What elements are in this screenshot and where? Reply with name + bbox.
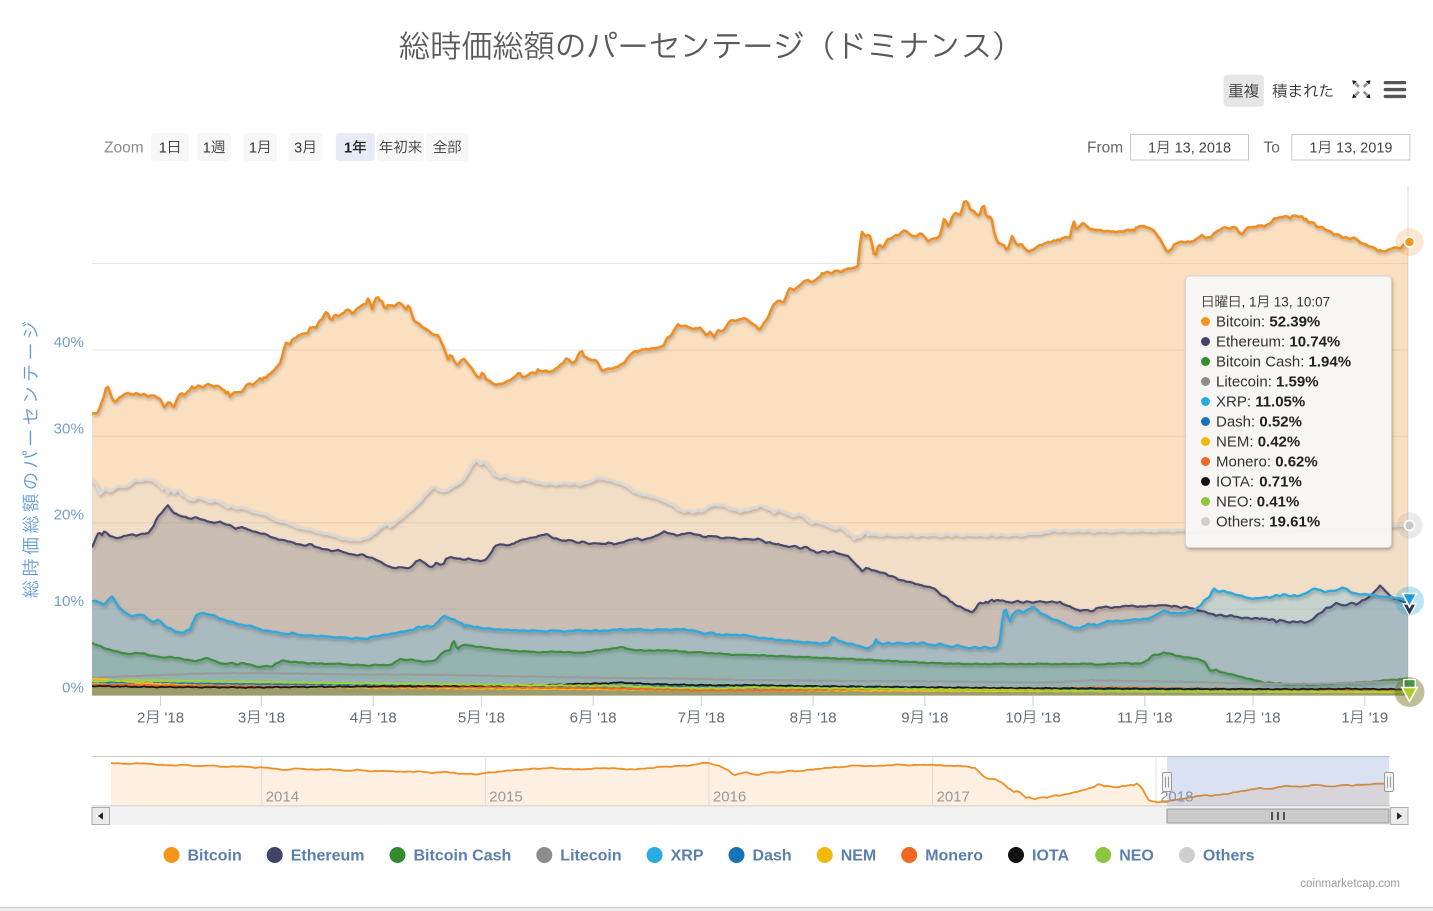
svg-text:11: 11 [1117, 710, 1133, 727]
svg-text:'18: '18 [597, 710, 617, 727]
svg-text:Dash: Dash [753, 848, 792, 865]
svg-text:Zoom: Zoom [104, 139, 144, 156]
svg-text:1: 1 [249, 140, 257, 156]
svg-text:1.94%: 1.94% [1309, 354, 1352, 371]
svg-text:XRP: XRP [671, 848, 704, 865]
svg-text:13, 10:07: 13, 10:07 [1274, 295, 1330, 310]
svg-text:2017: 2017 [937, 789, 970, 806]
svg-text:2014: 2014 [266, 789, 299, 806]
svg-text:40%: 40% [54, 334, 84, 351]
svg-text:0.52%: 0.52% [1259, 414, 1302, 431]
svg-text:30%: 30% [54, 420, 84, 437]
svg-text:1: 1 [203, 140, 211, 156]
svg-text:2015: 2015 [489, 789, 522, 806]
svg-text:IOTA: IOTA [1032, 848, 1069, 865]
svg-text:13, 2018: 13, 2018 [1175, 141, 1231, 157]
svg-text:0%: 0% [62, 680, 84, 697]
svg-text:0.62%: 0.62% [1275, 454, 1318, 471]
svg-text:9: 9 [901, 710, 909, 727]
svg-text:52.39%: 52.39% [1269, 314, 1320, 331]
svg-text:0.71%: 0.71% [1259, 474, 1302, 491]
svg-text:Dash:: Dash: [1216, 414, 1255, 431]
svg-text:10.74%: 10.74% [1289, 334, 1340, 351]
svg-text:3: 3 [238, 710, 246, 727]
svg-text:1: 1 [159, 140, 167, 156]
svg-text:'18: '18 [377, 710, 397, 727]
svg-text:Monero: Monero [925, 848, 983, 865]
svg-text:7: 7 [678, 710, 686, 727]
svg-text:Bitcoin: Bitcoin [188, 848, 242, 865]
svg-text:Ethereum:: Ethereum: [1216, 334, 1285, 351]
svg-text:0.42%: 0.42% [1258, 434, 1301, 451]
svg-text:'18: '18 [705, 710, 725, 727]
svg-text:4: 4 [350, 710, 358, 727]
svg-text:12: 12 [1225, 710, 1242, 727]
svg-text:'19: '19 [1369, 710, 1389, 727]
svg-text:'18: '18 [485, 710, 505, 727]
svg-text:2018: 2018 [1160, 789, 1193, 806]
svg-text:XRP:: XRP: [1216, 394, 1251, 411]
svg-text:'18: '18 [1041, 710, 1061, 727]
svg-text:Litecoin: Litecoin [560, 848, 621, 865]
svg-text:'18: '18 [817, 710, 837, 727]
svg-text:20%: 20% [54, 507, 84, 524]
svg-text:13, 2019: 13, 2019 [1336, 141, 1392, 157]
svg-text:'18: '18 [265, 710, 285, 727]
svg-text:5: 5 [458, 710, 466, 727]
svg-text:'18: '18 [1153, 710, 1173, 727]
svg-text:Ethereum: Ethereum [291, 848, 365, 865]
svg-text:11.05%: 11.05% [1255, 394, 1305, 411]
svg-text:1.59%: 1.59% [1276, 374, 1319, 391]
svg-text:10%: 10% [54, 593, 84, 610]
svg-text:3: 3 [294, 140, 302, 156]
svg-text:6: 6 [570, 710, 578, 727]
svg-text:Others:: Others: [1216, 514, 1265, 531]
svg-text:10: 10 [1005, 710, 1022, 727]
svg-text:Bitcoin Cash: Bitcoin Cash [414, 848, 512, 865]
svg-text:Litecoin:: Litecoin: [1216, 374, 1272, 391]
svg-text:2016: 2016 [713, 789, 746, 806]
svg-text:'18: '18 [165, 710, 185, 727]
svg-text:1: 1 [344, 140, 352, 156]
svg-text:19.61%: 19.61% [1269, 514, 1320, 531]
svg-text:Others: Others [1203, 848, 1255, 865]
svg-text:1: 1 [1309, 141, 1317, 157]
svg-text:8: 8 [790, 710, 798, 727]
svg-text:To: To [1264, 139, 1280, 156]
svg-text:1: 1 [1341, 710, 1349, 727]
svg-text:'18: '18 [929, 710, 949, 727]
svg-text:Bitcoin:: Bitcoin: [1216, 314, 1265, 331]
svg-text:NEM: NEM [841, 848, 877, 865]
svg-text:IOTA:: IOTA: [1216, 474, 1254, 491]
svg-text:coinmarketcap.com: coinmarketcap.com [1300, 878, 1400, 890]
svg-text:NEM:: NEM: [1216, 434, 1254, 451]
svg-text:Monero:: Monero: [1216, 454, 1271, 471]
svg-text:NEO: NEO [1119, 848, 1154, 865]
svg-text:1: 1 [1148, 141, 1156, 157]
svg-text:From: From [1087, 139, 1123, 156]
svg-text:NEO:: NEO: [1216, 494, 1253, 511]
svg-text:0.41%: 0.41% [1257, 494, 1300, 511]
svg-text:2: 2 [137, 710, 145, 727]
svg-text:Bitcoin Cash:: Bitcoin Cash: [1216, 354, 1304, 371]
svg-text:'18: '18 [1261, 710, 1281, 727]
svg-text:, 1: , 1 [1242, 295, 1257, 310]
